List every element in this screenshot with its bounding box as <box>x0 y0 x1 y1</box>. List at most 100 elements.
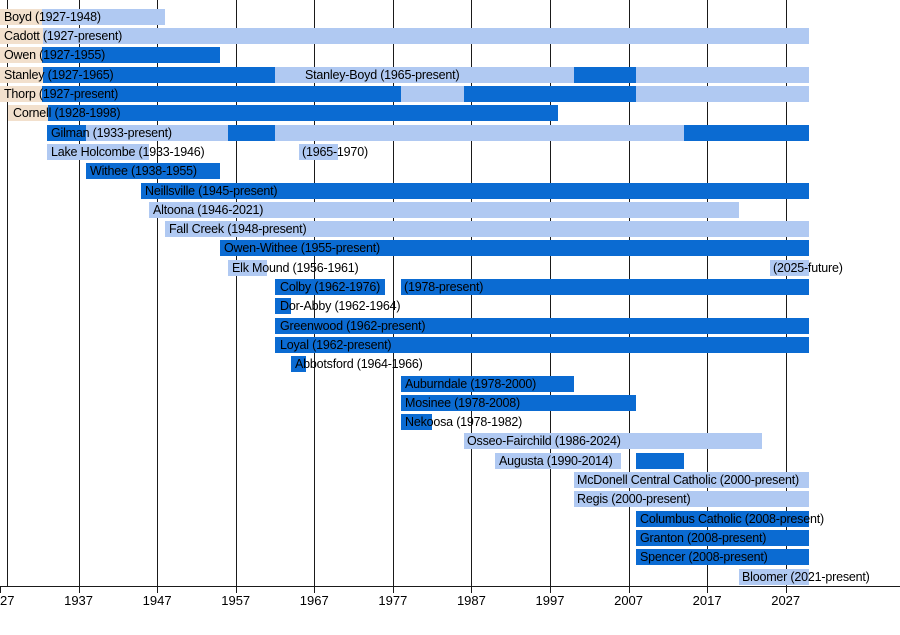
row-label: Stanley (1927-1965) <box>4 67 114 82</box>
x-axis-tick <box>314 585 316 593</box>
timeline-bar-segment <box>141 182 810 199</box>
x-axis-year-label: 1947 <box>142 593 172 608</box>
x-axis-tick <box>0 585 1 593</box>
x-axis-year-label: 1967 <box>299 593 329 608</box>
timeline-bar-segment <box>0 28 810 45</box>
x-axis-tick <box>157 585 159 593</box>
timeline-bar-segment <box>164 221 810 238</box>
row-label: Owen-Withee (1955-present) <box>224 241 380 256</box>
row-label: (1978-present) <box>404 280 484 294</box>
row-label: Fall Creek (1948-present) <box>169 222 307 237</box>
row-label: Auburndale (1978-2000) <box>405 376 537 391</box>
timeline-bar-segment <box>0 47 220 64</box>
row-label: Granton (2008-present) <box>640 530 767 545</box>
timeline-bar-segment <box>636 452 684 469</box>
row-label: Owen (1927-1955) <box>4 48 106 63</box>
timeline-bar-segment <box>274 298 291 315</box>
row-name-background <box>0 8 42 25</box>
timeline-bar-segment <box>47 124 87 141</box>
row-label: Nekoosa (1978-1982) <box>405 415 523 430</box>
x-axis-year-label: 1977 <box>378 593 408 608</box>
timeline-bar-segment <box>636 549 810 566</box>
row-label: Cadott (1927-present) <box>4 29 123 44</box>
row-name-background <box>8 105 48 122</box>
row-label: Augusta (1990-2014) <box>499 453 613 468</box>
row-label: Neillsville (1945-present) <box>145 183 278 198</box>
timeline-bar-segment <box>0 66 275 83</box>
x-axis-tick <box>628 585 630 593</box>
row-label: McDonell Central Catholic (2000-present) <box>577 473 799 487</box>
row-name-background <box>0 86 42 102</box>
timeline-bar-segment <box>298 143 338 160</box>
timeline-bar-segment <box>400 86 464 102</box>
x-axis-tick <box>471 585 473 593</box>
timeline-bar-segment <box>149 201 739 218</box>
timeline-bar-segment <box>738 568 810 585</box>
row-label: Colby (1962-1976) <box>280 280 381 294</box>
row-label: (2025-future) <box>773 260 843 275</box>
row-name-background <box>0 66 43 83</box>
timeline-bar-segment <box>636 86 810 102</box>
row-label: Osseo-Fairchild (1986-2024) <box>467 434 621 449</box>
row-label: Regis (2000-present) <box>577 492 691 507</box>
x-axis-year-label: 2017 <box>692 593 722 608</box>
row-label: Mosinee (1978-2008) <box>405 395 521 410</box>
row-label: Lake Holcombe (1933-1946) <box>51 144 205 159</box>
timeline-bar-segment <box>769 259 810 276</box>
x-axis-line <box>0 585 900 587</box>
timeline-bar-segment <box>290 356 307 373</box>
timeline-bar-segment <box>463 86 637 102</box>
timeline-bar-segment <box>86 124 228 141</box>
timeline-bar-segment <box>573 66 637 83</box>
x-axis-year-label: 2027 <box>771 593 801 608</box>
timeline-bar-segment <box>400 414 433 431</box>
row-name-background <box>0 28 43 45</box>
row-label: Withee (1938-1955) <box>90 164 197 179</box>
row-label: Greenwood (1962-present) <box>280 318 426 333</box>
timeline-bar-segment <box>400 375 574 392</box>
x-axis-tick <box>549 585 551 593</box>
timeline-bar-segment <box>274 124 684 141</box>
row-label: (1965-1970) <box>302 144 368 159</box>
timeline-bar-segment <box>636 529 810 546</box>
timeline-bar-segment <box>463 433 763 450</box>
timeline-bar-segment <box>573 472 810 488</box>
timeline-bar-segment <box>227 259 268 276</box>
timeline-bar-segment <box>227 124 275 141</box>
timeline-bar-segment <box>219 240 810 257</box>
row-label: Loyal (1962-present) <box>280 337 392 352</box>
x-axis-tick <box>392 585 394 593</box>
row-label: Columbus Catholic (2008-present) <box>640 511 824 526</box>
x-axis-tick <box>78 585 80 593</box>
row-label: Stanley-Boyd (1965-present) <box>305 67 460 82</box>
x-axis-year-label: 1927 <box>0 593 15 608</box>
timeline-bar-segment <box>274 66 574 83</box>
x-axis-tick <box>235 585 237 593</box>
timeline-bar-segment <box>400 394 637 411</box>
row-label: Elk Mound (1956-1961) <box>232 260 359 275</box>
decade-gridline <box>78 0 80 586</box>
x-axis-year-label: 1957 <box>221 593 251 608</box>
row-label: Boyd (1927-1948) <box>4 9 101 24</box>
row-label: Bloomer (2021-present) <box>742 569 870 584</box>
timeline-bar-segment <box>0 86 401 102</box>
timeline-bar-segment <box>683 124 810 141</box>
row-label: Spencer (2008-present) <box>640 550 768 565</box>
row-label: Altoona (1946-2021) <box>153 202 264 217</box>
plot-left-border-line <box>7 0 8 586</box>
x-axis-year-label: 2007 <box>614 593 644 608</box>
row-label: Thorp (1927-present) <box>4 87 119 101</box>
row-label: Abbotsford (1964-1966) <box>295 357 423 372</box>
row-label: Gilman (1933-present) <box>51 125 172 140</box>
timeline-bar-segment <box>636 510 810 527</box>
row-name-background <box>0 47 42 64</box>
x-axis-tick <box>785 585 787 593</box>
decade-gridline <box>235 0 237 586</box>
row-label: Cornell (1928-1998) <box>13 106 121 121</box>
timeline-bar-segment <box>573 491 810 508</box>
decade-gridline <box>392 0 394 586</box>
x-axis-tick <box>707 585 709 593</box>
timeline-bar-segment <box>86 163 220 180</box>
timeline-bar-segment <box>400 279 810 295</box>
